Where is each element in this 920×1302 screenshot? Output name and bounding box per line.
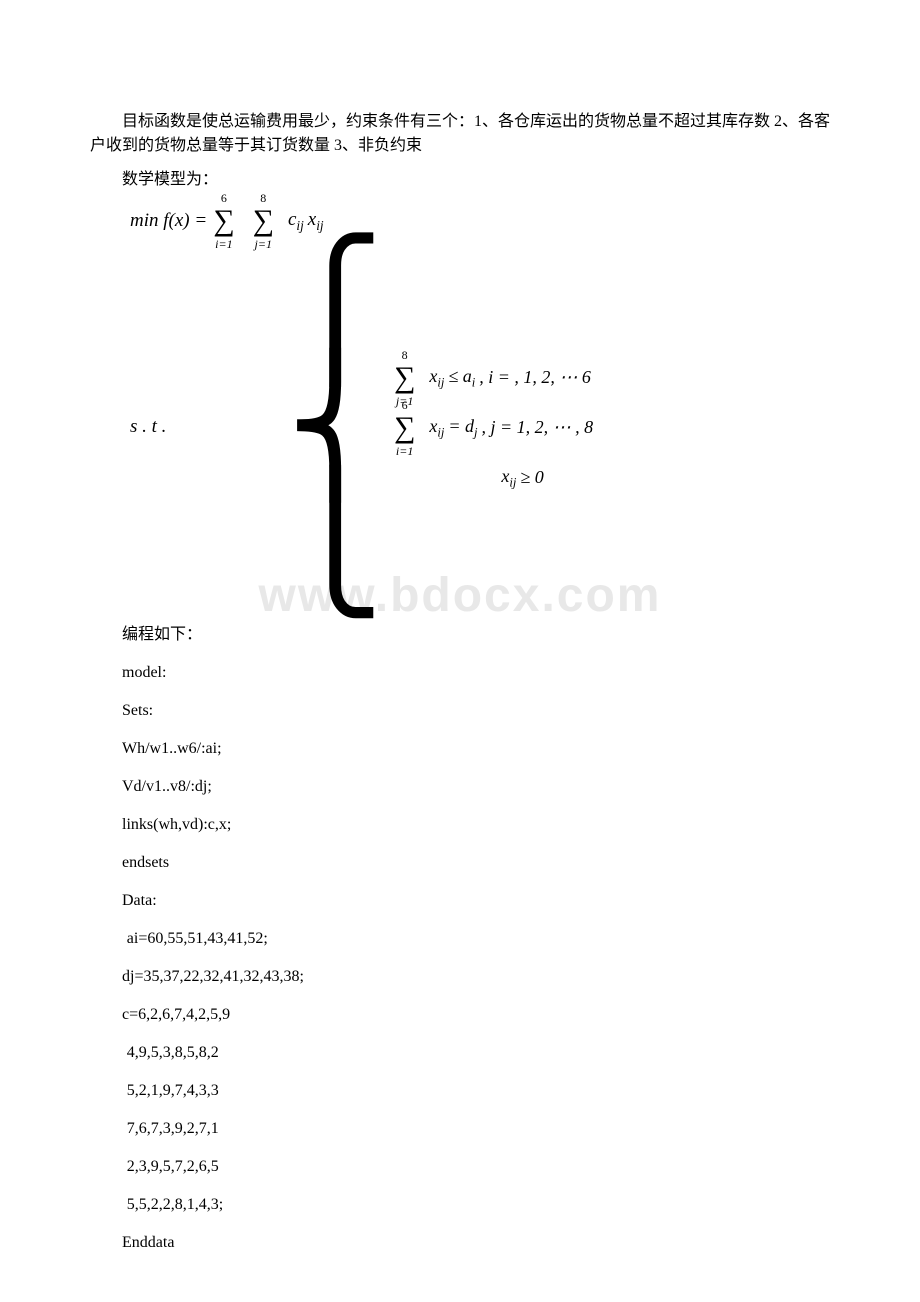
c2-sum-lower: i=1	[394, 445, 415, 457]
code-ai: ai=60,55,51,43,41,52;	[90, 927, 830, 951]
code-c1: c=6,2,6,7,4,2,5,9	[90, 1003, 830, 1027]
demand-constraint: 6 ∑ i=1 xij = dj , j = 1, 2, ⋯ , 8	[392, 413, 593, 443]
intro-paragraph: 目标函数是使总运输费用最少，约束条件有三个：1、各仓库运出的货物总量不超过其库存…	[90, 110, 830, 158]
code-c5: 2,3,9,5,7,2,6,5	[90, 1155, 830, 1179]
code-vd: Vd/v1..v8/:dj;	[90, 775, 830, 799]
lingo-code: 编程如下： model: Sets: Wh/w1..w6/:ai; Vd/v1.…	[90, 623, 830, 1255]
code-c6: 5,5,2,2,8,1,4,3;	[90, 1193, 830, 1217]
subject-to-label: s . t .	[130, 413, 166, 442]
nonneg-constraint: xij ≥ 0	[392, 463, 593, 492]
c1-sum-upper: 8	[394, 349, 415, 361]
code-links: links(wh,vd):c,x;	[90, 813, 830, 837]
code-data: Data:	[90, 889, 830, 913]
code-header: 编程如下：	[90, 623, 830, 647]
code-c4: 7,6,7,3,9,2,7,1	[90, 1117, 830, 1141]
sum2-lower: j=1	[253, 238, 274, 250]
code-model: model:	[90, 661, 830, 685]
code-enddata: Enddata	[90, 1231, 830, 1255]
code-endsets: endsets	[90, 851, 830, 875]
code-dj: dj=35,37,22,32,41,32,43,38;	[90, 965, 830, 989]
code-wh: Wh/w1..w6/:ai;	[90, 737, 830, 761]
constraints-block: s . t . ⎧⎨⎩ 8 ∑ j=1 xij ≤ ai , i = , 1, …	[130, 252, 830, 603]
c2-sum-upper: 6	[394, 399, 415, 411]
left-brace: ⎧⎨⎩	[286, 252, 384, 603]
sum1-upper: 6	[213, 192, 234, 204]
decision-var: xij	[308, 206, 324, 236]
objective-lhs: min f(x) =	[130, 207, 207, 236]
document-content: 目标函数是使总运输费用最少，约束条件有三个：1、各仓库运出的货物总量不超过其库存…	[90, 110, 830, 1255]
model-label: 数学模型为：	[90, 168, 830, 192]
sum-symbol-inner: 8 ∑ j=1	[253, 206, 274, 236]
sum2-upper: 8	[253, 192, 274, 204]
cost-coef: cij	[288, 206, 304, 236]
supply-constraint: 8 ∑ j=1 xij ≤ ai , i = , 1, 2, ⋯ 6	[392, 363, 593, 393]
objective-function: min f(x) = 6 ∑ i=1 8 ∑ j=1 cij xij	[130, 206, 830, 236]
code-c2: 4,9,5,3,8,5,8,2	[90, 1041, 830, 1065]
sum1-lower: i=1	[213, 238, 234, 250]
code-sets: Sets:	[90, 699, 830, 723]
code-c3: 5,2,1,9,7,4,3,3	[90, 1079, 830, 1103]
sum-symbol-outer: 6 ∑ i=1	[213, 206, 234, 236]
